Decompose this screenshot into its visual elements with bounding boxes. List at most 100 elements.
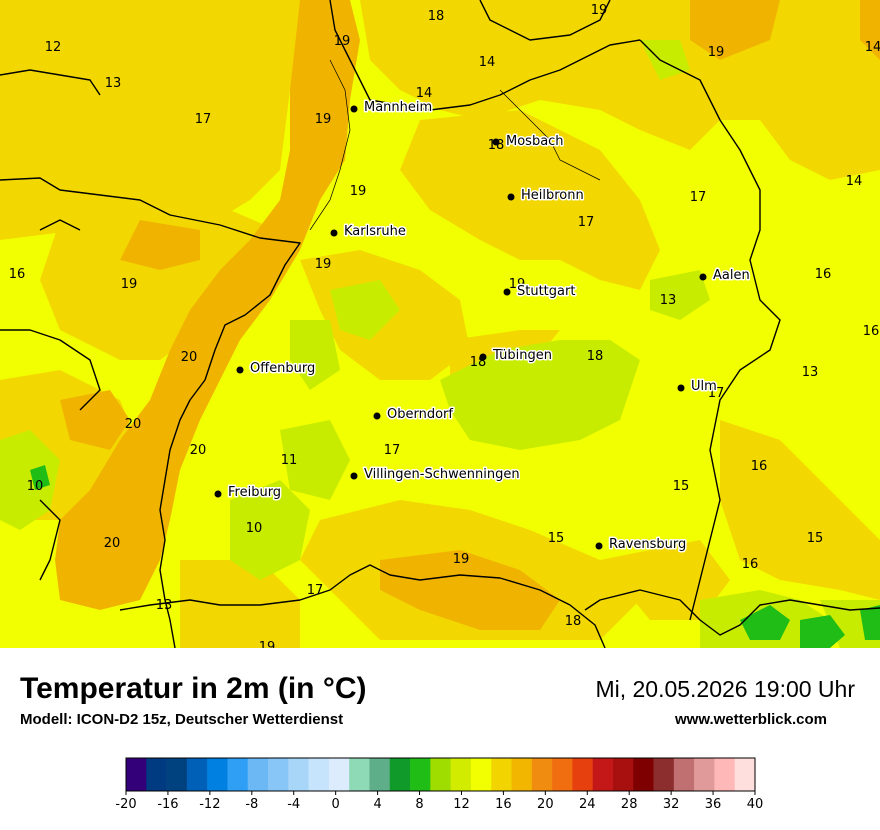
legend-swatch	[430, 758, 451, 791]
border-lines	[0, 0, 880, 648]
legend-tick-label: 28	[621, 797, 638, 812]
city-stuttgart[interactable]: Stuttgart	[503, 283, 577, 301]
website-link[interactable]: www.wetterblick.com	[675, 711, 827, 728]
temperature-labels: 18 19 19 12 19 14 14 13 17 19 14 18 17 1…	[9, 3, 880, 648]
legend-swatch	[288, 758, 309, 791]
city-dot	[507, 193, 515, 201]
legend-swatch	[308, 758, 330, 791]
legend-swatch	[328, 758, 350, 791]
temp-label: 10	[246, 521, 263, 536]
city-karlsruhe[interactable]: Karlsruhe	[330, 223, 407, 241]
legend-tick-label: -20	[115, 797, 136, 812]
city-ravensburg[interactable]: Ravensburg	[595, 536, 688, 554]
city-label: Tübingen	[492, 348, 552, 363]
legend-swatch	[349, 758, 370, 791]
temp-label: 17	[578, 215, 595, 230]
temp-label: 17	[708, 386, 725, 401]
legend-swatch	[369, 758, 391, 791]
temp-label: 19	[121, 277, 138, 292]
legend-swatch	[389, 758, 411, 791]
legend-swatch	[531, 758, 553, 791]
temp-label: 15	[807, 531, 824, 546]
city-mosbach[interactable]: Mosbach	[492, 133, 565, 151]
temp-label: 13	[802, 365, 819, 380]
city-label: Ulm	[691, 379, 717, 394]
temp-label: 15	[548, 531, 565, 546]
temp-label: 20	[181, 350, 198, 365]
temp-label: 19	[259, 640, 276, 648]
legend-tick-label: 0	[332, 797, 340, 812]
map-title: Temperatur in 2m (in °C)	[20, 672, 367, 705]
legend-swatch	[227, 758, 249, 791]
temp-label: 17	[195, 112, 212, 127]
legend-tick-label: 16	[495, 797, 512, 812]
city-dot	[699, 273, 707, 281]
city-dot	[350, 472, 358, 480]
city-label: Mosbach	[506, 134, 564, 149]
legend-swatch	[612, 758, 634, 791]
temp-label: 19	[315, 112, 332, 127]
legend-swatch	[268, 758, 289, 791]
legend-swatch	[410, 758, 431, 791]
legend-swatch	[714, 758, 736, 791]
legend-swatch	[470, 758, 492, 791]
temp-label: 18	[428, 9, 445, 24]
city-dot	[595, 542, 603, 550]
temp-label: 12	[45, 40, 62, 55]
legend-tick-label: -16	[157, 797, 178, 812]
city-dot	[330, 229, 338, 237]
hot-regions	[55, 0, 880, 630]
temp-label: 19	[350, 184, 367, 199]
legend-swatch	[572, 758, 593, 791]
legend-border	[125, 757, 756, 792]
legend-swatch	[126, 758, 147, 791]
city-villingen-schwenningen[interactable]: Villingen-Schwenningen	[350, 466, 521, 484]
temp-label: 20	[190, 443, 207, 458]
city-dot	[373, 412, 381, 420]
temp-label: 19	[509, 277, 526, 292]
city-label: Heilbronn	[521, 188, 584, 203]
temperature-map[interactable]: 18 19 19 12 19 14 14 13 17 19 14 18 17 1…	[0, 0, 880, 648]
temp-label: 11	[281, 453, 298, 468]
city-label: Freiburg	[228, 485, 281, 500]
forecast-datetime: Mi, 20.05.2026 19:00 Uhr	[595, 676, 855, 702]
temp-label: 16	[815, 267, 832, 282]
city-freiburg[interactable]: Freiburg	[214, 484, 283, 502]
temp-label: 16	[863, 324, 880, 339]
legend-tick-label: 20	[537, 797, 554, 812]
city-label: Ravensburg	[609, 537, 686, 552]
legend-tick-label: 4	[373, 797, 381, 812]
city-heilbronn[interactable]: Heilbronn	[507, 187, 585, 205]
temp-label: 16	[751, 459, 768, 474]
legend-tick-label: 24	[579, 797, 596, 812]
legend-tick-label: 12	[453, 797, 470, 812]
city-dot	[236, 366, 244, 374]
legend-swatch	[491, 758, 512, 791]
legend-swatch	[734, 758, 756, 791]
legend-swatch	[166, 758, 188, 791]
legend-tick-label: -4	[287, 797, 300, 812]
temp-label: 17	[690, 190, 707, 205]
city-dot	[677, 384, 685, 392]
city-dot	[350, 105, 358, 113]
city-label: Aalen	[713, 268, 750, 283]
footer: Temperatur in 2m (in °C) Modell: ICON-D2…	[0, 648, 880, 830]
city-tuebingen[interactable]: Tübingen	[479, 347, 554, 365]
temp-label: 13	[156, 598, 173, 613]
city-offenburg[interactable]: Offenburg	[236, 360, 317, 378]
legend-swatch	[633, 758, 654, 791]
legend-swatch	[186, 758, 208, 791]
city-mannheim[interactable]: Mannheim	[350, 99, 434, 117]
temp-label: 19	[315, 257, 332, 272]
legend-swatch	[673, 758, 695, 791]
green-patches	[30, 465, 880, 648]
cities: Mannheim Mosbach Heilbronn Karlsruhe Stu…	[214, 99, 751, 554]
legend-tick-label: -12	[199, 797, 220, 812]
river-lines	[309, 59, 601, 231]
city-oberndorf[interactable]: Oberndorf	[373, 406, 455, 424]
city-aalen[interactable]: Aalen	[699, 267, 751, 285]
temp-label: 20	[104, 536, 121, 551]
legend-swatch	[511, 758, 533, 791]
city-ulm[interactable]: Ulm	[677, 378, 718, 396]
legend-swatch	[450, 758, 472, 791]
